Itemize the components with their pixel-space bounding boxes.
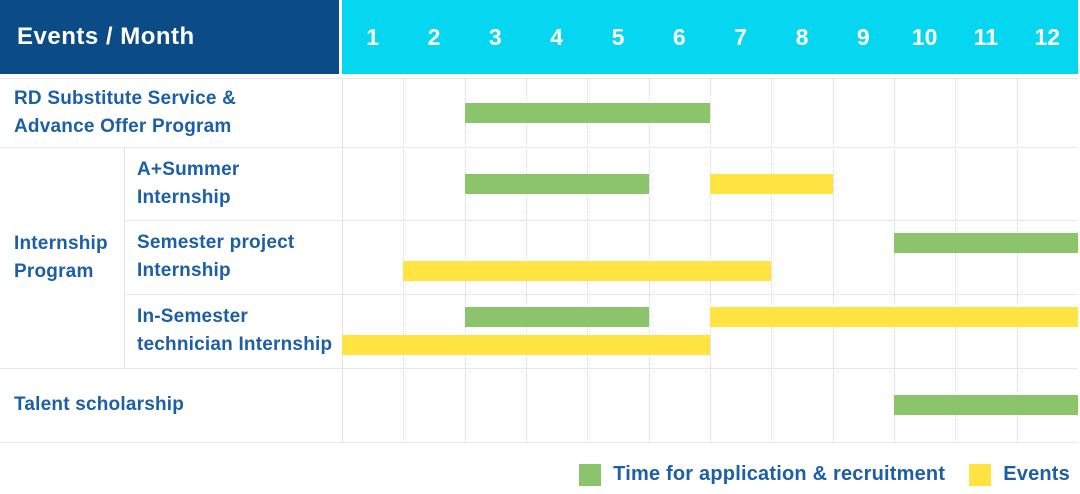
month-gridline — [894, 78, 895, 442]
table-border — [124, 147, 125, 368]
legend: Time for application & recruitment Event… — [579, 463, 1070, 486]
table-border — [124, 294, 1078, 295]
gantt-bar-recruitment — [464, 102, 710, 123]
month-gridline — [526, 78, 527, 442]
row-label-in-semester-technician-internship: In-Semester technician Internship — [124, 294, 342, 368]
legend-item-events: Events — [969, 463, 1070, 486]
row-label-line: RD Substitute Service & — [14, 87, 237, 109]
month-header-label: 2 — [427, 23, 441, 50]
legend-label-recruitment: Time for application & recruitment — [613, 463, 946, 485]
month-gridline — [832, 78, 834, 442]
gantt-bar-event — [710, 307, 1078, 327]
gantt-bar-event — [342, 335, 710, 355]
table-border — [342, 78, 343, 442]
gantt-bar-event — [710, 173, 833, 194]
gantt-bar-recruitment — [894, 233, 1078, 253]
gantt-bar-event — [403, 261, 772, 281]
month-header-label: 10 — [911, 23, 938, 50]
month-gridline — [403, 78, 405, 442]
row-label-talent-scholarship: Talent scholarship — [0, 368, 342, 442]
row-label-line: In-Semester — [137, 306, 248, 327]
month-header-label: 5 — [611, 23, 625, 50]
legend-label-events: Events — [1003, 463, 1070, 485]
month-header-label: 4 — [550, 23, 564, 50]
table-header-events-month: Events / Month — [0, 0, 339, 74]
legend-item-recruitment: Time for application & recruitment — [579, 463, 945, 486]
table-border — [124, 220, 1078, 221]
table-border — [0, 442, 1078, 443]
row-label-line: technician Internship — [137, 334, 333, 355]
row-label-line: Advance Offer Program — [14, 115, 232, 137]
gantt-bar-recruitment — [464, 307, 649, 327]
row-label-line: Internship — [137, 186, 231, 208]
month-gridline — [648, 78, 650, 442]
row-label-line: Semester project — [137, 232, 295, 253]
month-gridline — [587, 78, 589, 442]
month-gridline — [771, 78, 773, 442]
month-gridline — [1016, 78, 1018, 442]
month-header-label: 12 — [1034, 23, 1061, 50]
row-label-a-summer-internship: A+Summer Internship — [124, 147, 342, 220]
header-title: Events / Month — [17, 23, 195, 50]
month-header-label: 11 — [973, 23, 999, 50]
table-border — [0, 147, 1078, 148]
row-label-rd-substitute-service: RD Substitute Service & Advance Offer Pr… — [0, 78, 342, 147]
row-label-semester-project-internship: Semester project Internship — [124, 220, 342, 294]
month-header-label: 7 — [734, 23, 748, 50]
month-gridline — [955, 78, 957, 442]
table-border — [0, 78, 1078, 79]
row-label-line: Talent scholarship — [14, 394, 185, 415]
group-label-internship-program: Internship Program — [0, 147, 124, 368]
row-label-line: Internship — [137, 260, 231, 281]
row-label-line: A+Summer — [137, 158, 240, 180]
gantt-bar-recruitment — [894, 395, 1078, 415]
month-header-label: 8 — [795, 23, 809, 50]
gantt-bar-recruitment — [464, 173, 649, 194]
group-label-line: Program — [14, 260, 94, 282]
month-gridline — [464, 78, 466, 442]
recruitment-color-swatch — [579, 463, 602, 486]
table-border — [0, 368, 1078, 369]
month-header-label: 3 — [488, 23, 502, 50]
month-header-label: 9 — [856, 23, 870, 50]
month-header-row: 1 2 3 4 5 6 7 8 9 10 11 12 — [342, 0, 1078, 74]
month-gridline — [710, 78, 711, 442]
group-label-line: Internship — [14, 232, 108, 254]
events-color-swatch — [969, 463, 992, 486]
month-header-label: 6 — [672, 23, 686, 50]
month-header-label: 1 — [366, 23, 380, 50]
